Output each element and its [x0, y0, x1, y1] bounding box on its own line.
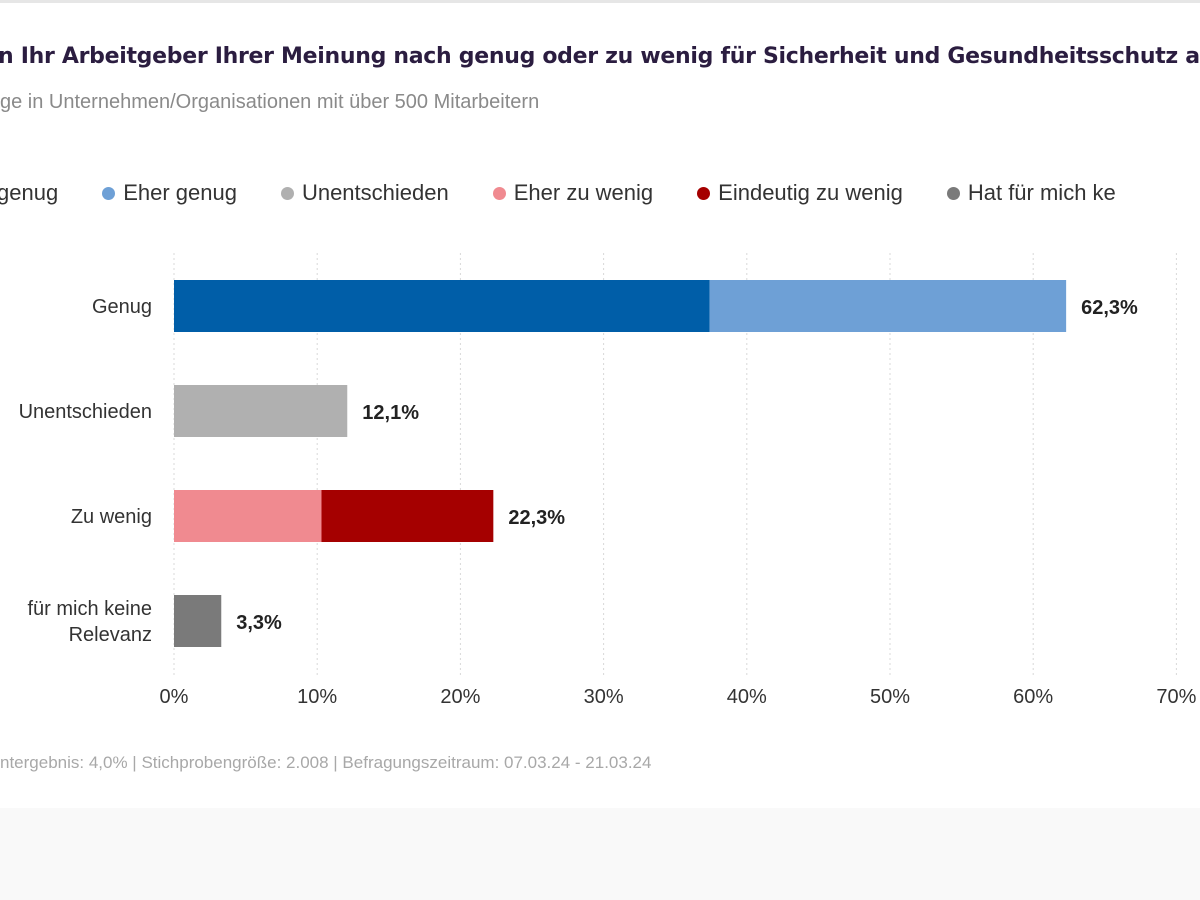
top-border — [0, 0, 1200, 3]
x-tick-label: 70% — [1156, 686, 1196, 708]
legend-item[interactable]: Eher genug — [102, 180, 237, 206]
chart-title: n Ihr Arbeitgeber Ihrer Meinung nach gen… — [0, 44, 1200, 69]
x-tick-label: 0% — [160, 686, 189, 708]
legend-item[interactable]: Unentschieden — [280, 180, 449, 206]
x-tick-label: 60% — [1013, 686, 1053, 708]
bar-segment — [174, 385, 348, 437]
legend-label: Eindeutig zu wenig — [718, 180, 903, 205]
bar-segment — [174, 490, 322, 542]
legend: genug Eher genug Unentschieden Eher zu weni… — [0, 180, 1160, 206]
x-tick-label: 10% — [297, 686, 337, 708]
legend-label: genug — [0, 180, 59, 205]
legend-label: Eher genug — [123, 180, 237, 205]
x-tick-label: 30% — [584, 686, 624, 708]
category-label: Unentschieden — [19, 401, 152, 423]
legend-label: Unentschieden — [301, 180, 449, 205]
x-tick-label: 20% — [440, 686, 480, 708]
category-label: Genug — [92, 296, 152, 318]
bar-segment — [321, 490, 494, 542]
legend-item[interactable]: genug — [0, 180, 58, 206]
legend-item[interactable]: Eher zu wenig — [492, 180, 654, 206]
data-label: 3,3% — [236, 612, 282, 634]
legend-dot-icon — [697, 186, 711, 200]
legend-dot-icon — [280, 186, 294, 200]
legend-label: Hat für mich ke — [967, 180, 1116, 205]
legend-item[interactable]: Eindeutig zu wenig — [697, 180, 903, 206]
legend-dot-icon — [946, 186, 960, 200]
category-label: für mich keine — [28, 598, 153, 620]
legend-dot-icon — [102, 186, 116, 200]
category-label: Relevanz — [69, 624, 152, 646]
legend-dot-icon — [492, 186, 506, 200]
data-label: 62,3% — [1081, 297, 1138, 319]
category-label: Zu wenig — [71, 506, 152, 528]
data-label: 12,1% — [362, 402, 419, 424]
bottom-band — [0, 808, 1200, 900]
chart-footer: ntergebnis: 4,0% | Stichprobengröße: 2.0… — [0, 753, 652, 772]
bar-segment — [174, 595, 222, 647]
legend-label: Eher zu wenig — [513, 180, 654, 205]
data-label: 22,3% — [508, 507, 565, 529]
bar-segment — [709, 280, 1067, 332]
x-tick-label: 50% — [870, 686, 910, 708]
chart-subtitle: ge in Unternehmen/Organisationen mit übe… — [0, 91, 540, 113]
legend-item[interactable]: Hat für mich ke — [946, 180, 1116, 206]
x-tick-label: 40% — [727, 686, 767, 708]
bar-segment — [174, 280, 710, 332]
